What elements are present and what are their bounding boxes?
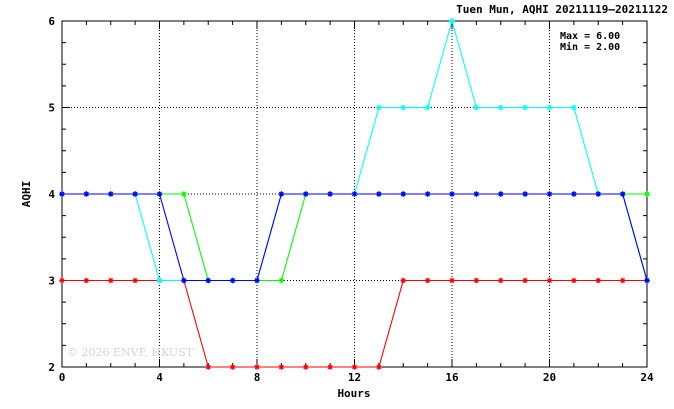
data-point — [400, 104, 407, 111]
data-point — [473, 191, 480, 197]
data-point — [254, 364, 260, 370]
data-point — [254, 277, 260, 284]
data-point — [302, 364, 309, 370]
x-axis-label: Hours — [337, 387, 370, 400]
data-point — [619, 277, 626, 284]
data-point — [595, 277, 602, 284]
x-tick-labels: 0 4 8 12 16 20 24 — [59, 371, 654, 384]
data-point — [619, 191, 626, 197]
y-tick-label: 2 — [48, 361, 55, 374]
y-tick-label: 5 — [48, 102, 55, 115]
y-tick-labels: 2 3 4 5 6 — [48, 15, 55, 374]
data-point — [424, 277, 431, 284]
data-point — [473, 104, 480, 111]
data-point — [497, 191, 504, 197]
x-tick-label: 16 — [445, 371, 459, 384]
min-annotation: Min = 2.00 — [560, 41, 620, 53]
data-point — [376, 364, 382, 370]
data-point — [83, 277, 90, 284]
x-tick-label: 12 — [348, 371, 361, 384]
x-tick-label: 20 — [543, 371, 556, 384]
data-point — [107, 277, 114, 284]
data-point — [376, 191, 382, 197]
data-point — [327, 191, 333, 197]
data-point — [424, 104, 431, 111]
data-point — [107, 191, 114, 197]
data-point — [497, 277, 504, 284]
data-point — [83, 191, 90, 197]
data-point — [59, 277, 65, 284]
x-tick-label: 0 — [59, 371, 66, 384]
data-point — [351, 364, 358, 370]
data-point — [205, 277, 212, 284]
series-group — [59, 18, 650, 370]
data-point — [278, 277, 285, 284]
x-tick-label: 8 — [254, 371, 261, 384]
data-point — [473, 277, 480, 284]
data-point — [181, 191, 187, 197]
data-point — [351, 191, 358, 197]
data-point — [205, 364, 212, 370]
data-point — [132, 191, 138, 197]
data-point — [59, 191, 65, 197]
data-point — [571, 277, 577, 284]
data-point — [644, 191, 650, 197]
data-point — [278, 364, 285, 370]
data-point — [302, 191, 309, 197]
y-tick-label: 4 — [48, 188, 55, 201]
data-point — [449, 18, 455, 24]
x-tick-label: 4 — [156, 371, 163, 384]
data-point — [400, 191, 407, 197]
chart-title: Tuen Mun, AQHI 20211119–20211122 — [456, 3, 668, 16]
max-annotation: Max = 6.00 — [560, 31, 620, 42]
data-point — [229, 277, 236, 284]
y-tick-label: 3 — [48, 275, 55, 288]
data-point — [229, 364, 236, 370]
data-point — [327, 364, 333, 370]
data-point — [522, 277, 528, 284]
grid-lines — [62, 21, 647, 367]
data-point — [571, 191, 577, 197]
data-point — [546, 277, 553, 284]
data-point — [181, 277, 187, 284]
data-point — [424, 191, 431, 197]
data-point — [449, 191, 455, 197]
data-point — [132, 277, 138, 284]
data-point — [156, 277, 163, 284]
watermark: © 2026 ENVF, HKUST — [67, 346, 194, 359]
data-point — [400, 277, 407, 284]
data-point — [449, 277, 455, 284]
x-tick-label: 24 — [640, 371, 654, 384]
y-tick-label: 6 — [48, 15, 55, 28]
data-point — [522, 191, 528, 197]
data-point — [595, 191, 602, 197]
data-point — [546, 191, 553, 197]
data-point — [156, 191, 163, 197]
y-axis-label: AQHI — [20, 181, 33, 208]
data-point — [278, 191, 285, 197]
data-point — [644, 277, 650, 284]
series-4 — [59, 191, 650, 284]
data-point — [571, 104, 577, 111]
data-point — [546, 104, 553, 111]
data-point — [497, 104, 504, 111]
data-point — [522, 104, 528, 111]
data-point — [376, 104, 382, 111]
